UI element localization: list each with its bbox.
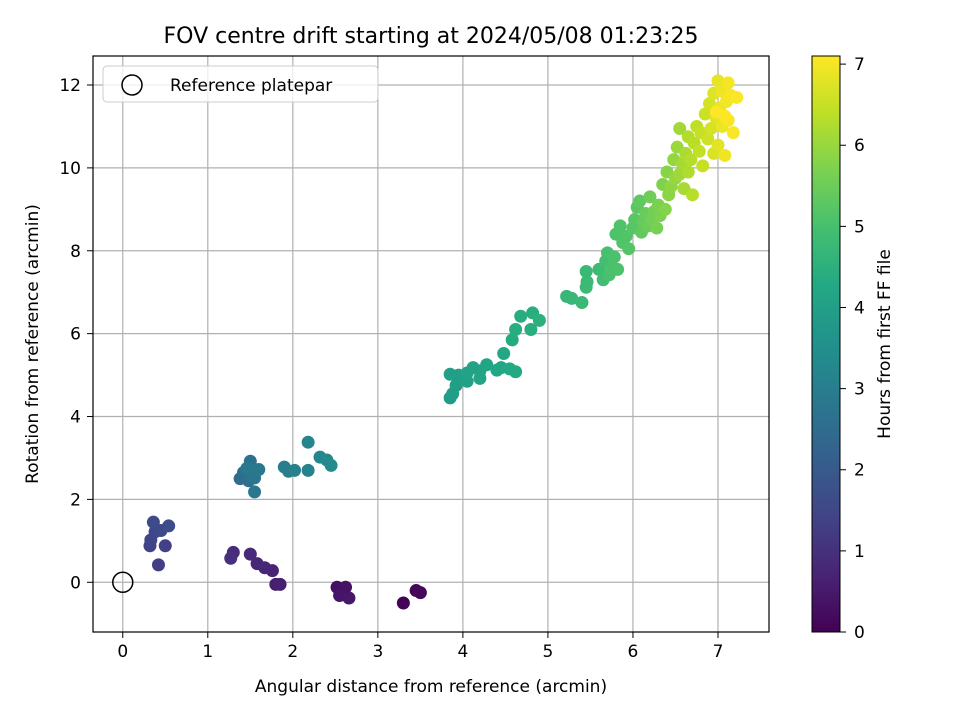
data-point — [681, 165, 695, 179]
data-point — [633, 194, 647, 208]
data-point — [243, 547, 257, 561]
data-points — [143, 74, 744, 610]
data-point — [622, 242, 636, 256]
data-point — [532, 313, 546, 327]
legend: Reference platepar — [102, 65, 379, 103]
colorbar-tick-label: 6 — [854, 136, 865, 156]
legend-marker — [121, 74, 143, 96]
data-point — [711, 74, 725, 88]
colorbar-tick-label: 7 — [854, 55, 865, 75]
y-axis-label: Rotation from reference (arcmin) — [23, 204, 43, 484]
colorbar-tick-label: 2 — [854, 461, 865, 481]
data-point — [579, 264, 593, 278]
data-point — [704, 122, 718, 136]
data-point — [449, 378, 463, 392]
data-point — [505, 333, 519, 347]
y-tick-label: 10 — [59, 159, 81, 179]
data-point — [324, 458, 338, 472]
data-point — [497, 347, 511, 361]
data-point — [162, 519, 176, 533]
data-point — [288, 463, 302, 477]
data-point — [158, 539, 172, 553]
data-point — [565, 291, 579, 305]
data-point — [696, 159, 710, 173]
data-point — [509, 365, 523, 379]
y-tick-label: 8 — [70, 242, 81, 262]
x-axis-ticks: 0 1 2 3 4 5 6 7 — [117, 632, 723, 662]
plot-frame — [92, 55, 770, 633]
data-point — [473, 371, 487, 385]
data-point — [673, 122, 687, 136]
data-point — [607, 250, 621, 264]
data-point — [658, 202, 672, 216]
data-point — [273, 577, 287, 591]
colorbar-ticks: 0 1 2 3 4 5 6 7 — [840, 55, 865, 643]
colorbar-tick-label: 0 — [854, 623, 865, 643]
data-point — [146, 515, 160, 529]
chart-title: FOV centre drift starting at 2024/05/08 … — [164, 24, 699, 49]
colorbar-tick-label: 3 — [854, 380, 865, 400]
data-point — [575, 296, 589, 310]
legend-box — [102, 65, 379, 103]
data-point — [413, 586, 427, 600]
x-tick-label: 2 — [287, 642, 298, 662]
data-point — [301, 463, 315, 477]
colorbar-tick-label: 5 — [854, 217, 865, 237]
colorbar — [811, 55, 841, 633]
data-point — [224, 551, 238, 565]
y-tick-label: 12 — [59, 76, 81, 96]
colorbar-label: Hours from first FF file — [875, 249, 895, 439]
data-point — [718, 109, 732, 123]
data-point — [718, 148, 732, 162]
reference-platepar-marker — [112, 571, 134, 594]
data-point — [151, 558, 165, 572]
data-point — [611, 262, 625, 276]
x-tick-label: 5 — [543, 642, 554, 662]
x-tick-label: 0 — [117, 642, 128, 662]
data-point — [692, 144, 706, 158]
x-tick-label: 3 — [372, 642, 383, 662]
data-point — [301, 435, 315, 449]
data-point — [721, 76, 735, 90]
y-tick-label: 4 — [70, 408, 81, 428]
data-point — [684, 153, 698, 167]
x-tick-label: 7 — [713, 642, 724, 662]
y-tick-label: 6 — [70, 325, 81, 345]
data-point — [252, 463, 266, 477]
colorbar-tick-label: 1 — [854, 542, 865, 562]
data-point — [514, 309, 528, 323]
data-point — [250, 557, 264, 571]
data-point — [730, 90, 744, 104]
data-point — [580, 275, 594, 289]
data-point — [711, 138, 725, 152]
data-point — [613, 219, 627, 233]
data-point — [342, 591, 356, 605]
y-tick-label: 2 — [70, 490, 81, 510]
x-tick-label: 4 — [457, 642, 468, 662]
data-point — [701, 132, 715, 146]
data-point — [240, 461, 254, 475]
legend-label: Reference platepar — [170, 76, 332, 96]
data-point — [396, 596, 410, 610]
data-point — [480, 358, 494, 372]
x-axis-label: Angular distance from reference (arcmin) — [255, 677, 607, 697]
data-point — [726, 126, 740, 140]
x-tick-label: 6 — [628, 642, 639, 662]
y-tick-label: 0 — [70, 573, 81, 593]
colorbar-tick-label: 4 — [854, 298, 865, 318]
data-point — [685, 188, 699, 202]
data-point — [698, 107, 712, 121]
data-point — [248, 485, 262, 499]
x-tick-label: 1 — [202, 642, 213, 662]
data-point — [643, 190, 657, 204]
y-axis-ticks: 0 2 4 6 8 10 12 — [59, 76, 93, 593]
data-point — [650, 221, 664, 235]
data-point — [524, 322, 538, 336]
data-point — [509, 322, 523, 336]
